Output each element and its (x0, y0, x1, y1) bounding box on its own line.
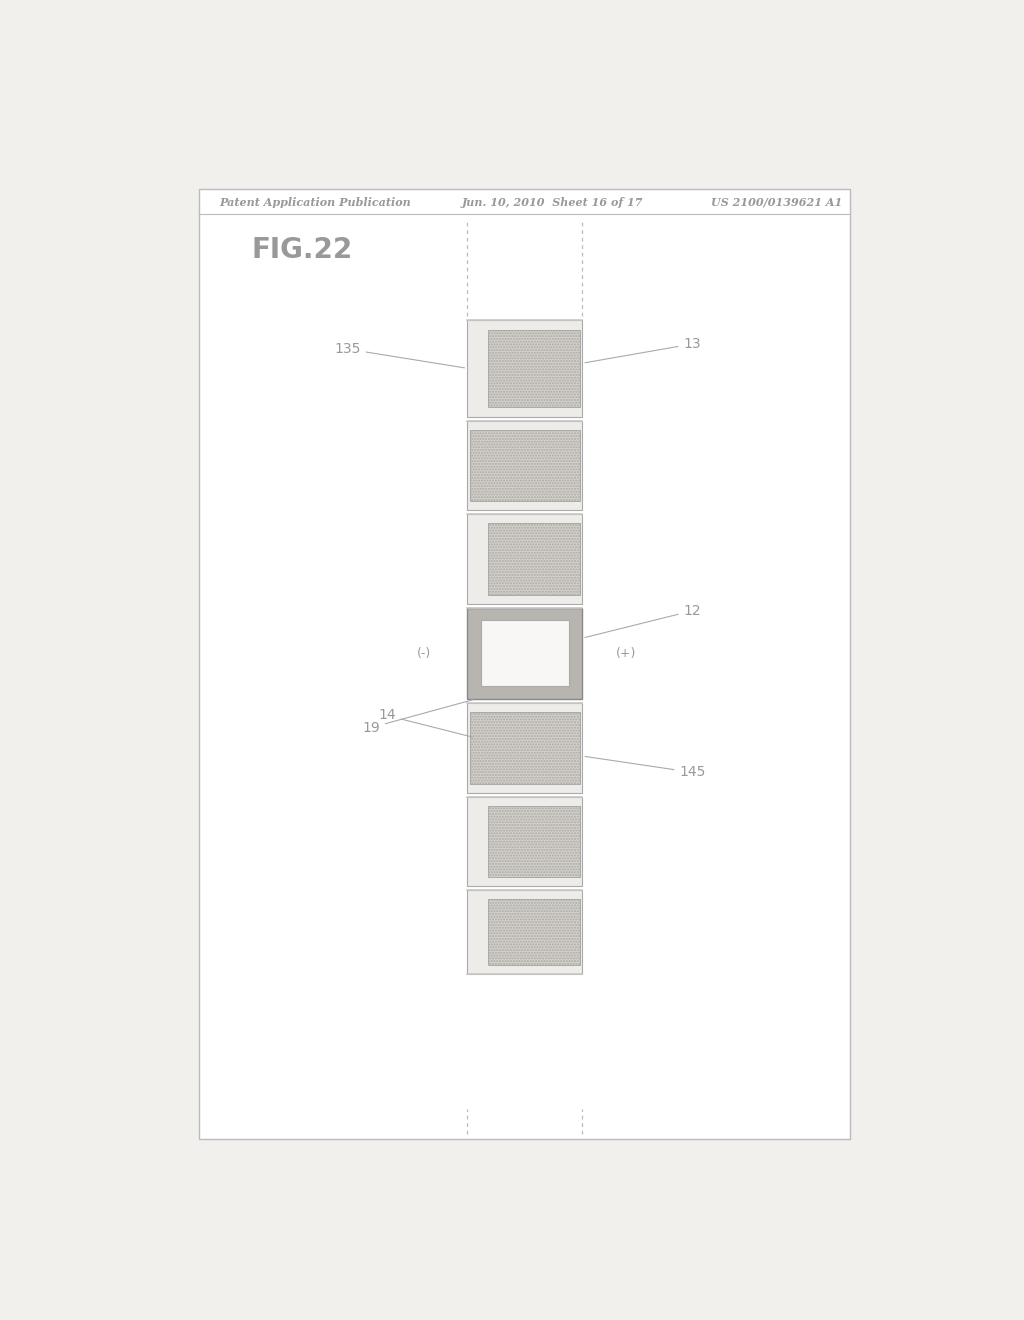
Text: 145: 145 (585, 756, 706, 779)
Text: 14: 14 (378, 709, 472, 737)
Text: (+): (+) (615, 647, 636, 660)
Bar (467, 797, 583, 886)
Text: 12: 12 (585, 603, 701, 638)
Bar (488, 805, 580, 878)
Text: 19: 19 (362, 700, 472, 735)
Bar (481, 620, 568, 686)
Bar (488, 899, 580, 965)
Bar (467, 704, 583, 792)
Bar (470, 711, 580, 784)
Text: FIG.22: FIG.22 (251, 236, 352, 264)
Text: 13: 13 (585, 337, 701, 363)
Bar (470, 429, 580, 502)
Bar (488, 523, 580, 594)
Text: Patent Application Publication: Patent Application Publication (219, 197, 411, 207)
Bar (467, 319, 583, 417)
Bar (467, 890, 583, 974)
Text: (-): (-) (417, 647, 431, 660)
Bar (200, 189, 850, 1139)
Bar (467, 607, 583, 700)
Bar (488, 330, 580, 407)
Text: 135: 135 (334, 342, 465, 368)
Text: US 2100/0139621 A1: US 2100/0139621 A1 (712, 197, 843, 207)
Bar (467, 421, 583, 510)
Bar (467, 515, 583, 603)
Text: Jun. 10, 2010  Sheet 16 of 17: Jun. 10, 2010 Sheet 16 of 17 (461, 197, 643, 207)
